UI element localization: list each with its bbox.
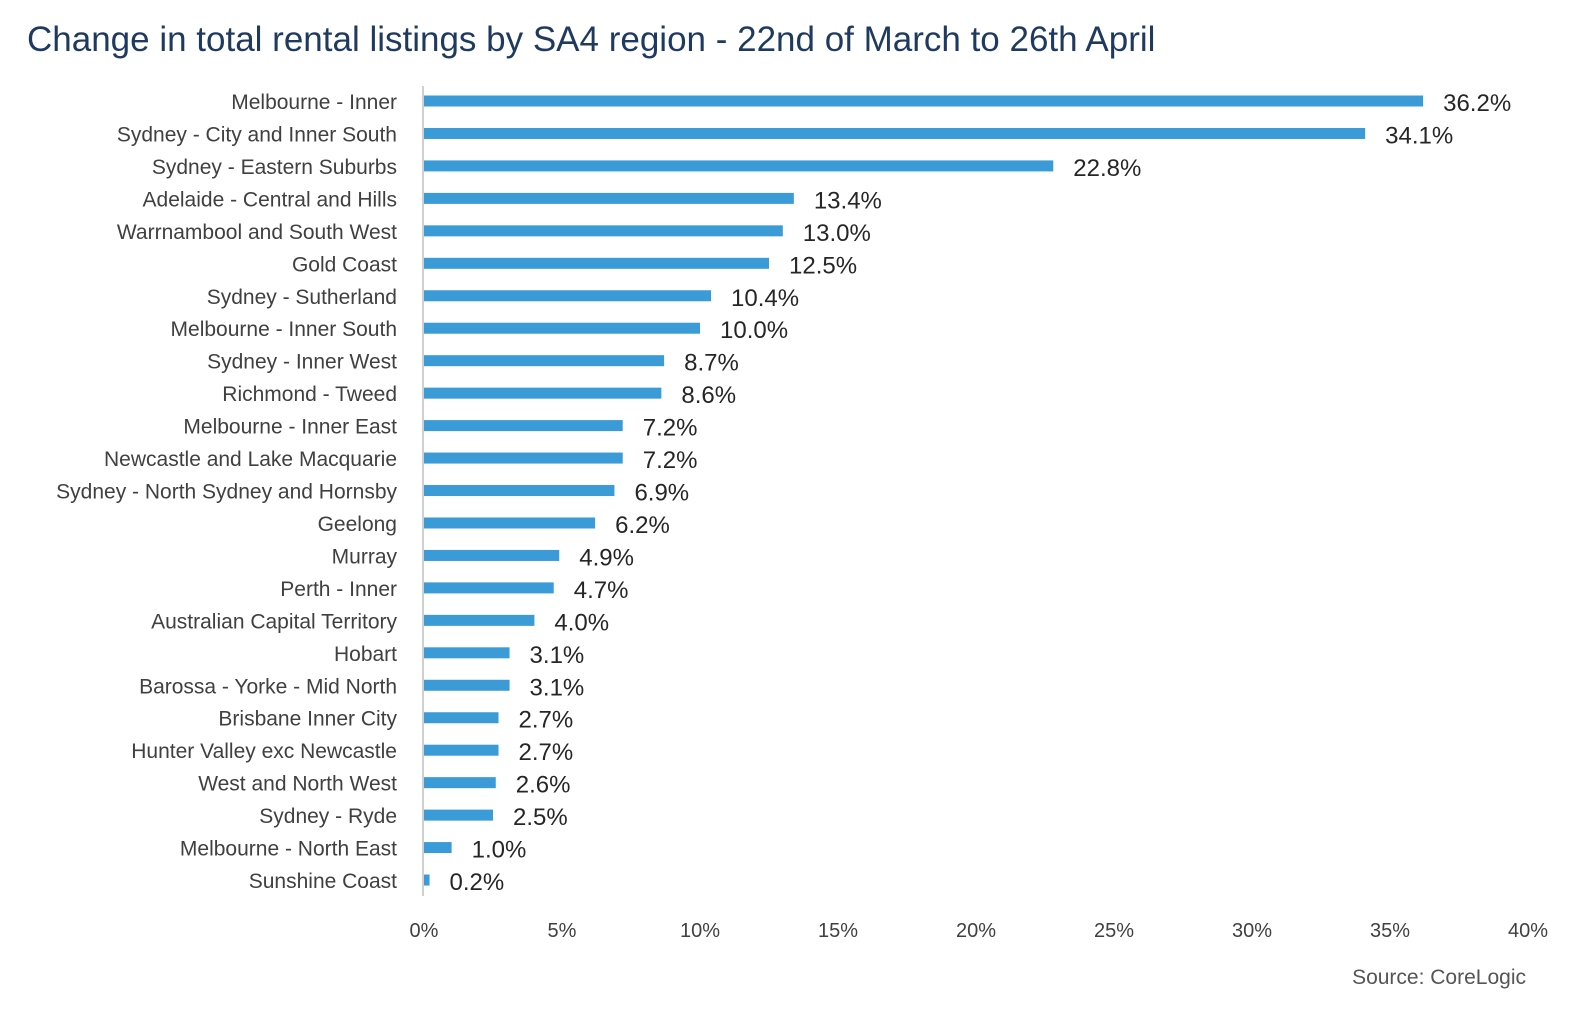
category-label: West and North West <box>198 773 397 796</box>
data-label: 22.8% <box>1073 155 1141 182</box>
category-label: Sydney - Eastern Suburbs <box>152 156 397 179</box>
category-label: Sydney - Inner West <box>207 351 397 374</box>
source-note: Source: CoreLogic <box>1352 966 1526 989</box>
bar <box>424 95 1424 107</box>
bar <box>424 257 769 269</box>
data-label: 4.0% <box>554 609 609 636</box>
category-label: Warrnambool and South West <box>117 221 397 244</box>
data-label: 6.9% <box>634 480 689 507</box>
bar <box>424 517 596 529</box>
category-label: Sydney - City and Inner South <box>117 123 397 146</box>
x-tick-label: 30% <box>1232 920 1272 942</box>
data-label: 4.9% <box>579 544 634 571</box>
bar <box>424 712 499 724</box>
data-label: 7.2% <box>643 447 698 474</box>
bar <box>424 485 615 497</box>
category-label: Perth - Inner <box>280 578 397 601</box>
bar <box>424 582 554 594</box>
x-tick-label: 0% <box>410 920 439 942</box>
data-label: 2.7% <box>519 707 574 734</box>
category-label: Newcastle and Lake Macquarie <box>104 448 397 471</box>
data-label: 6.2% <box>615 512 670 539</box>
category-label: Richmond - Tweed <box>222 383 397 406</box>
data-label: 1.0% <box>472 837 527 864</box>
data-label: 7.2% <box>643 415 698 442</box>
bar <box>424 874 430 886</box>
data-label: 8.7% <box>684 350 739 377</box>
x-tick-label: 15% <box>818 920 858 942</box>
data-label: 34.1% <box>1385 122 1453 149</box>
x-tick-label: 5% <box>548 920 577 942</box>
category-label: Melbourne - Inner East <box>183 416 397 439</box>
x-tick-label: 35% <box>1370 920 1410 942</box>
category-label: Sydney - Ryde <box>259 805 397 828</box>
data-label: 3.1% <box>530 674 585 701</box>
bar <box>424 842 452 854</box>
bar <box>424 322 700 334</box>
x-tick-label: 25% <box>1094 920 1134 942</box>
bar <box>424 809 493 821</box>
category-label: Gold Coast <box>292 253 397 276</box>
bar <box>424 192 794 204</box>
bar <box>424 647 510 659</box>
bar <box>424 744 499 756</box>
data-label: 2.5% <box>513 804 568 831</box>
data-label: 2.6% <box>516 772 571 799</box>
category-label: Hobart <box>334 643 397 666</box>
data-label: 12.5% <box>789 252 857 279</box>
data-label: 8.6% <box>681 382 736 409</box>
bar <box>424 614 535 626</box>
bar <box>424 355 665 367</box>
bar <box>424 387 662 399</box>
category-label: Sydney - Sutherland <box>207 286 397 309</box>
x-tick-label: 10% <box>680 920 720 942</box>
bar <box>424 127 1366 139</box>
chart-title: Change in total rental listings by SA4 r… <box>27 20 1156 59</box>
bar <box>424 225 783 237</box>
data-label: 10.0% <box>720 317 788 344</box>
category-label: Barossa - Yorke - Mid North <box>139 675 397 698</box>
category-label: Sydney - North Sydney and Hornsby <box>56 481 397 504</box>
category-label: Brisbane Inner City <box>218 708 397 731</box>
data-label: 4.7% <box>574 577 629 604</box>
data-label: 10.4% <box>731 285 799 312</box>
bar <box>424 420 623 432</box>
data-label: 3.1% <box>530 642 585 669</box>
bar <box>424 290 712 302</box>
x-tick-label: 40% <box>1508 920 1548 942</box>
bar <box>424 549 560 561</box>
bar <box>424 777 496 789</box>
category-label: Murray <box>332 545 398 568</box>
category-label: Hunter Valley exc Newcastle <box>131 740 397 763</box>
bar <box>424 452 623 464</box>
category-label: Geelong <box>318 513 397 536</box>
category-label: Adelaide - Central and Hills <box>143 188 397 211</box>
category-label: Melbourne - Inner South <box>171 318 397 341</box>
category-label: Melbourne - Inner <box>231 91 397 114</box>
data-label: 2.7% <box>519 739 574 766</box>
category-label: Australian Capital Territory <box>151 610 397 633</box>
category-label: Sunshine Coast <box>249 870 397 893</box>
data-label: 13.4% <box>814 187 882 214</box>
data-label: 36.2% <box>1443 90 1511 117</box>
data-label: 13.0% <box>803 220 871 247</box>
x-tick-label: 20% <box>956 920 996 942</box>
bar <box>424 160 1054 172</box>
bar <box>424 679 510 691</box>
category-label: Melbourne - North East <box>180 838 397 861</box>
data-label: 0.2% <box>450 869 505 896</box>
